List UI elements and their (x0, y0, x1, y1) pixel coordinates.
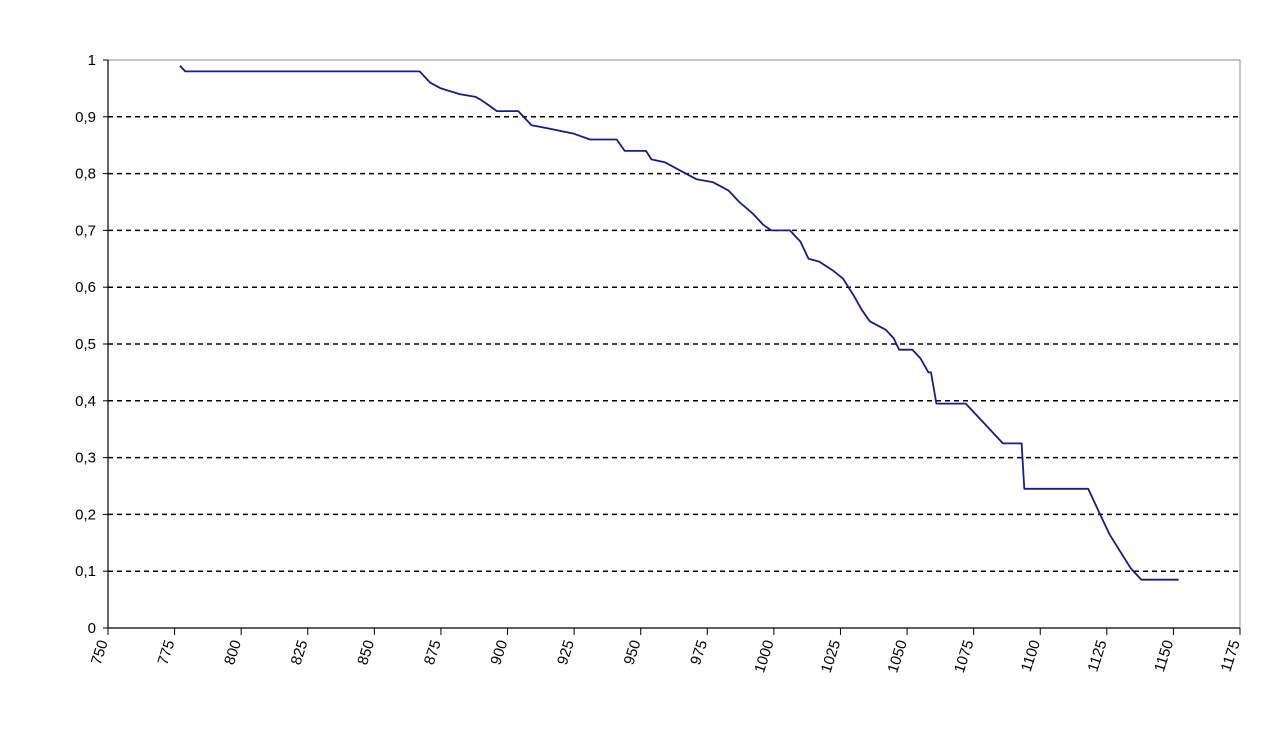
axes (103, 59, 1241, 635)
x-tick-label: 925 (554, 638, 578, 667)
y-tick-label: 0 (88, 620, 96, 637)
y-tick-label: 0,8 (75, 166, 96, 183)
gridlines (108, 116, 1240, 572)
y-tick-label: 0,2 (75, 506, 96, 523)
x-tick-label: 1175 (1218, 638, 1244, 674)
y-tick-label: 0,7 (75, 222, 96, 239)
x-tick-label: 1075 (951, 638, 977, 675)
x-tick-label: 1125 (1084, 638, 1110, 674)
x-tick-label: 850 (354, 638, 378, 667)
y-axis-tick-labels: 0 0,1 0,2 0,3 0,4 0,5 0,6 0,7 0,8 0,9 1 (75, 52, 96, 637)
x-tick-label: 975 (687, 638, 711, 667)
x-tick-label: 1000 (751, 638, 777, 675)
y-tick-label: 0,3 (75, 450, 96, 467)
y-tick-label: 0,9 (75, 109, 96, 126)
y-tick-label: 1 (88, 52, 96, 69)
x-tick-label: 1025 (818, 638, 844, 675)
x-tick-label: 775 (154, 638, 178, 667)
x-tick-label: 825 (288, 638, 312, 667)
y-tick-label: 0,5 (75, 336, 96, 353)
x-tick-label: 800 (221, 638, 245, 667)
x-tick-label: 1150 (1151, 638, 1177, 674)
x-tick-label: 1050 (884, 638, 910, 675)
plot-area-border (107, 59, 1241, 629)
y-tick-label: 0,6 (75, 279, 96, 296)
x-tick-label: 950 (621, 638, 645, 667)
y-tick-label: 0,4 (75, 393, 96, 410)
series-layer (179, 65, 1179, 581)
x-axis-tick-labels: 750 775 800 825 850 875 900 925 950 975 1000 1025 10… (88, 638, 1244, 675)
x-tick-label: 1100 (1018, 638, 1044, 674)
x-tick-label: 900 (487, 638, 511, 667)
y-tick-label: 0,1 (75, 563, 96, 580)
x-tick-label: 875 (421, 638, 445, 667)
series-line (179, 65, 1179, 581)
x-tick-label: 750 (88, 638, 112, 667)
